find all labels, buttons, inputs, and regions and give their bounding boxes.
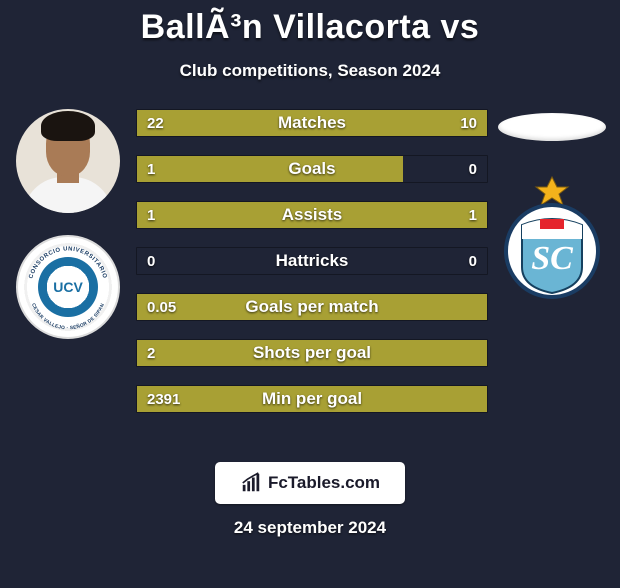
stat-row: 0 0Hattricks <box>136 247 488 275</box>
stat-value-left: 0 <box>147 248 155 274</box>
stat-value-right: 1 <box>469 202 477 228</box>
stat-row: 2Shots per goal <box>136 339 488 367</box>
stat-fill-left <box>137 110 365 136</box>
stat-value-left: 2391 <box>147 386 180 412</box>
badge-initials: UCV <box>38 257 98 317</box>
stat-fill-left <box>137 294 487 320</box>
right-club-crest: SC <box>492 175 612 300</box>
stat-value-left: 1 <box>147 202 155 228</box>
stat-label: Hattricks <box>137 248 487 274</box>
stat-row: 2391Min per goal <box>136 385 488 413</box>
stat-row: 0.05Goals per match <box>136 293 488 321</box>
stat-fill-left <box>137 156 403 182</box>
date-line: 24 september 2024 <box>0 518 620 538</box>
stat-fill-left <box>137 340 487 366</box>
left-club-badge: CONSORCIO UNIVERSITARIO CESAR VALLEJO · … <box>16 235 120 339</box>
right-column: SC <box>492 109 612 300</box>
stat-bars: 2210Matches10Goals11Assists00Hattricks0.… <box>136 109 488 413</box>
stat-value-right: 0 <box>469 248 477 274</box>
stat-value-left: 2 <box>147 340 155 366</box>
stat-fill-left <box>137 386 487 412</box>
left-column: CONSORCIO UNIVERSITARIO CESAR VALLEJO · … <box>8 109 128 339</box>
stat-value-left: 0.05 <box>147 294 176 320</box>
footer-brand-text: FcTables.com <box>268 473 380 493</box>
footer-brand-badge[interactable]: FcTables.com <box>215 462 405 504</box>
page-title: BallÃ³n Villacorta vs <box>0 8 620 47</box>
comparison-content: CONSORCIO UNIVERSITARIO CESAR VALLEJO · … <box>0 109 620 439</box>
right-placeholder-oval <box>498 113 606 141</box>
player-avatar <box>16 109 120 213</box>
stat-row: 10Goals <box>136 155 488 183</box>
stat-value-left: 22 <box>147 110 164 136</box>
stat-value-right: 0 <box>469 156 477 182</box>
stat-fill-right <box>312 202 487 228</box>
stat-value-right: 10 <box>460 110 477 136</box>
stat-row: 11Assists <box>136 201 488 229</box>
stat-value-left: 1 <box>147 156 155 182</box>
svg-text:SC: SC <box>531 240 573 277</box>
stat-fill-left <box>137 202 312 228</box>
chart-icon <box>240 472 262 494</box>
stat-row: 2210Matches <box>136 109 488 137</box>
subtitle: Club competitions, Season 2024 <box>0 61 620 81</box>
